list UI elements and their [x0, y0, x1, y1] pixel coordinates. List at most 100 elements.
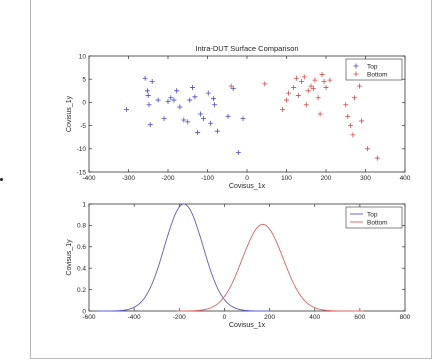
y-tick-label: 0.2 — [77, 287, 86, 294]
bottom-data-point — [284, 97, 289, 103]
top-data-point — [205, 90, 211, 96]
top-data-point — [145, 92, 151, 98]
top-data-point — [177, 104, 183, 110]
y-tick-label: 0 — [82, 100, 86, 107]
top-data-point — [142, 75, 148, 81]
x-axis-label: Covisus_1x — [229, 183, 266, 190]
bottom-data-point — [299, 79, 305, 85]
top-data-point — [168, 95, 174, 101]
legend-box — [345, 58, 403, 81]
bottom-data-point — [228, 83, 234, 89]
x-tick-label: 800 — [400, 314, 411, 321]
top-data-point — [192, 94, 198, 100]
bottom-data-point — [351, 95, 357, 101]
x-tick-label: -400 — [82, 175, 95, 182]
margin-dot — [0, 178, 3, 181]
chart-title: Intra-DUT Surface Comparison — [195, 44, 298, 53]
bottom-data-point — [374, 155, 380, 161]
bottom-data-point — [301, 74, 307, 80]
y-tick-label: 1 — [82, 201, 86, 208]
x-tick-label: 400 — [309, 314, 320, 321]
top-data-point — [212, 102, 218, 108]
top-data-point — [189, 85, 195, 91]
top-data-point — [165, 98, 171, 104]
bottom-data-point — [293, 75, 299, 81]
bottom-data-point — [291, 85, 297, 91]
y-tick-label: -10 — [77, 146, 87, 153]
legend-label: Top — [367, 212, 378, 219]
top-data-point — [208, 120, 214, 126]
y-tick-label: 0.4 — [77, 266, 86, 273]
x-tick-label: 600 — [354, 314, 365, 321]
top-series-line — [98, 203, 270, 312]
top-data-point — [171, 97, 177, 103]
top-data-point — [174, 88, 180, 94]
top-data-point — [144, 88, 150, 94]
bottom-data-point — [317, 111, 323, 117]
y-tick-label: -5 — [80, 123, 86, 130]
bottom-data-point — [350, 132, 356, 138]
top-data-point — [124, 106, 130, 112]
top-data-point — [146, 102, 152, 108]
y-tick-label: -15 — [77, 169, 87, 176]
top-data-point — [185, 119, 191, 125]
top-data-point — [147, 122, 153, 128]
bottom-data-point — [295, 92, 301, 98]
top-data-point — [225, 113, 231, 119]
bottom-data-point — [364, 146, 370, 152]
x-tick-label: 0 — [223, 314, 227, 321]
x-tick-label: 400 — [400, 175, 411, 182]
legend-label: Top — [367, 64, 378, 71]
legend-marker — [353, 71, 359, 77]
bottom-data-point — [312, 77, 318, 83]
legend-label: Bottom — [367, 220, 388, 227]
top-data-point — [161, 116, 167, 122]
x-tick-label: 200 — [264, 314, 275, 321]
bottom-data-point — [359, 118, 365, 124]
top-data-point — [155, 97, 161, 103]
top-data-point — [149, 79, 155, 85]
y-axis-label: Covisus_1y — [66, 95, 73, 132]
bottom-data-point — [319, 72, 325, 78]
bottom-data-point — [285, 90, 291, 96]
bottom-data-point — [262, 81, 268, 87]
legend-label: Bottom — [367, 72, 388, 79]
top-data-point — [201, 116, 207, 122]
x-axis-label: Covisus_1x — [229, 322, 266, 329]
x-tick-label: -100 — [201, 175, 214, 182]
x-tick-label: 300 — [360, 175, 371, 182]
y-tick-label: 0 — [82, 308, 86, 315]
line-chart: -600 -400 -200 0 200 400 600 800 0 0.2 0.4 0.6 0.8 1 C… — [66, 201, 411, 329]
bottom-data-point — [343, 102, 349, 108]
x-tick-label: 100 — [281, 175, 292, 182]
bottom-data-point — [308, 83, 314, 89]
bottom-data-point — [357, 83, 363, 89]
top-data-point — [235, 150, 241, 156]
scatter-chart: Intra-DUT Surface Comparison -400 -300 -200… — [66, 44, 411, 190]
bottom-data-point — [321, 79, 327, 85]
legend-box — [345, 206, 403, 229]
x-tick-label: 0 — [245, 175, 249, 182]
bottom-data-point — [280, 106, 286, 112]
x-tick-label: -300 — [122, 175, 135, 182]
y-tick-label: 0.6 — [77, 244, 86, 251]
top-data-point — [181, 117, 187, 123]
bottom-data-point — [347, 123, 353, 129]
top-data-point — [214, 128, 220, 134]
legend-marker — [353, 63, 359, 69]
top-data-point — [210, 96, 216, 102]
y-tick-label: 10 — [79, 53, 87, 60]
top-data-point — [195, 130, 201, 136]
bottom-series-line — [177, 223, 364, 312]
top-data-point — [187, 97, 193, 103]
bottom-data-point — [323, 85, 329, 91]
x-tick-label: 200 — [321, 175, 332, 182]
top-data-point — [240, 116, 246, 122]
y-tick-label: 0.8 — [77, 223, 86, 230]
x-tick-label: -200 — [173, 314, 186, 321]
bottom-data-point — [327, 77, 333, 83]
x-tick-label: -200 — [161, 175, 174, 182]
y-axis-label: Covisus_1y — [66, 239, 73, 276]
bottom-data-point — [315, 95, 321, 101]
